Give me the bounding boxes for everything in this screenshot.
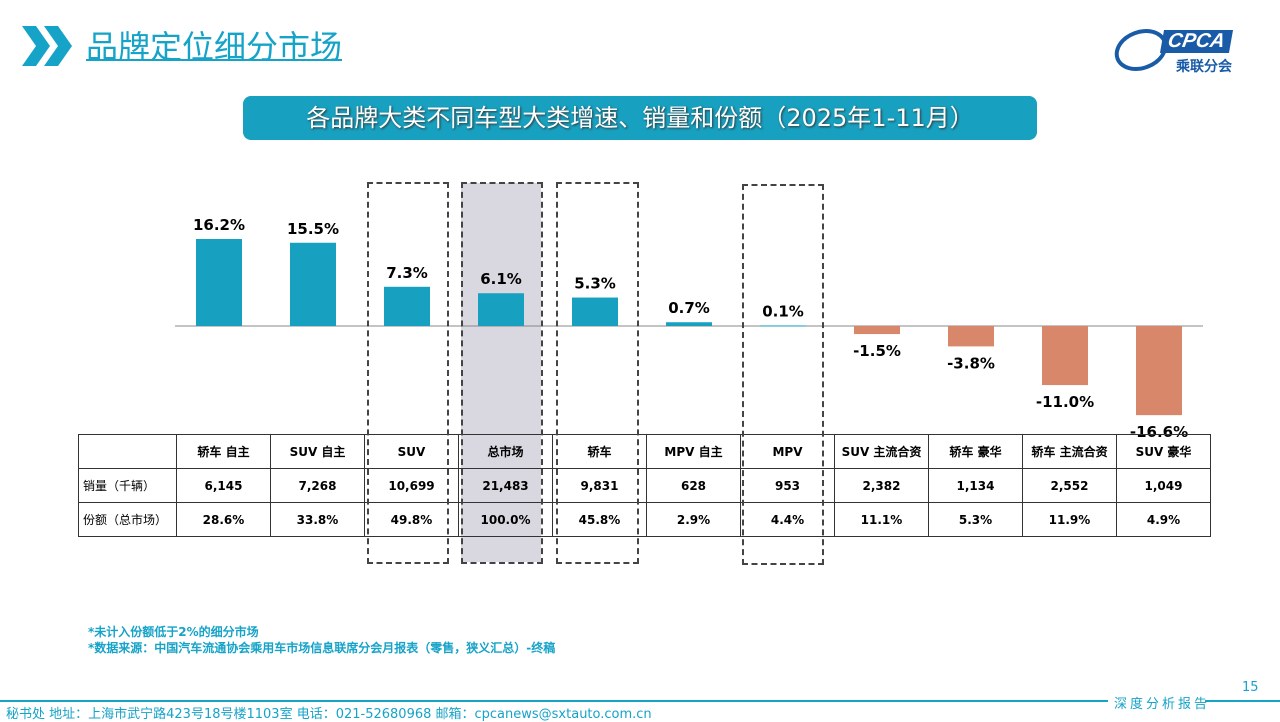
page-number: 15: [1242, 680, 1259, 695]
row-label: 销量（千辆）: [78, 468, 177, 503]
highlight-box-mpv: [742, 184, 824, 565]
bar: [948, 326, 994, 347]
highlight-box-suv: [367, 182, 449, 564]
footer-contact: 秘书处 地址：上海市武宁路423号18号楼1103室 电话：021-526809…: [6, 707, 652, 722]
column-header: MPV 自主: [646, 434, 741, 469]
table-cell: 4.4%: [740, 502, 835, 537]
bar: [666, 322, 712, 326]
column-header: 轿车: [552, 434, 647, 469]
data-label: 16.2%: [193, 216, 245, 234]
page-title: 品牌定位细分市场: [86, 28, 343, 66]
table-cell: 28.6%: [176, 502, 271, 537]
table-cell: 4.9%: [1116, 502, 1211, 537]
table-cell: 5.3%: [928, 502, 1023, 537]
highlight-box-sedan: [556, 182, 639, 564]
table-cell: 33.8%: [270, 502, 365, 537]
note-1: *未计入份额低于2%的细分市场: [88, 625, 259, 639]
table-cell: 21,483: [458, 468, 553, 503]
table-cell: 11.1%: [834, 502, 929, 537]
data-label: -3.8%: [947, 354, 995, 372]
bar: [196, 239, 242, 326]
table-cell: 100.0%: [458, 502, 553, 537]
column-header: SUV 豪华: [1116, 434, 1211, 469]
bar: [1136, 326, 1182, 416]
column-header: SUV 主流合资: [834, 434, 929, 469]
bar: [1042, 326, 1088, 386]
column-header: 轿车 自主: [176, 434, 271, 469]
data-label: -1.5%: [853, 342, 901, 360]
bar: [572, 297, 618, 326]
table-cell: 1,134: [928, 468, 1023, 503]
cpca-logo: CPCA 乘联分会: [1108, 21, 1260, 79]
column-header: 轿车 主流合资: [1022, 434, 1117, 469]
note-2: *数据来源：中国汽车流通协会乘用车市场信息联席分会月报表（零售，狭义汇总）-终稿: [88, 641, 556, 655]
table-cell: 628: [646, 468, 741, 503]
table-cell: 6,145: [176, 468, 271, 503]
table-cell: 2,382: [834, 468, 929, 503]
highlight-box-total: [461, 182, 543, 564]
bar: [384, 286, 430, 326]
data-table: 轿车 自主 SUV 自主 SUV 总市场 轿车 MPV 自主 MPV SUV 主流合资 轿车 豪…: [78, 434, 1211, 537]
header-empty: [78, 434, 177, 469]
table-cell: 1,049: [1116, 468, 1211, 503]
table-cell: 953: [740, 468, 835, 503]
bar: [290, 242, 336, 326]
table-cell: 7,268: [270, 468, 365, 503]
chart-title: 各品牌大类不同车型大类增速、销量和份额（2025年1-11月）: [243, 96, 1037, 140]
bar: [478, 293, 524, 326]
data-label: 0.7%: [668, 299, 710, 317]
table-cell: 2,552: [1022, 468, 1117, 503]
data-label: 7.3%: [386, 264, 428, 282]
table-cell: 11.9%: [1022, 502, 1117, 537]
data-label: 15.5%: [287, 220, 339, 238]
chevron-icon: [22, 26, 72, 66]
data-label: 5.3%: [574, 275, 616, 293]
table-cell: 45.8%: [552, 502, 647, 537]
row-label: 份额（总市场）: [78, 502, 177, 537]
column-header: 轿车 豪华: [928, 434, 1023, 469]
report-tag: 深度分析报告: [1114, 697, 1211, 712]
column-header: SUV: [364, 434, 459, 469]
data-label: -11.0%: [1036, 393, 1094, 411]
table-cell: 2.9%: [646, 502, 741, 537]
bar: [854, 326, 900, 335]
data-label: 0.1%: [762, 302, 804, 320]
data-label: 6.1%: [480, 270, 522, 288]
column-header: SUV 自主: [270, 434, 365, 469]
column-header: 总市场: [458, 434, 553, 469]
column-header: MPV: [740, 434, 835, 469]
bar: [760, 325, 806, 327]
